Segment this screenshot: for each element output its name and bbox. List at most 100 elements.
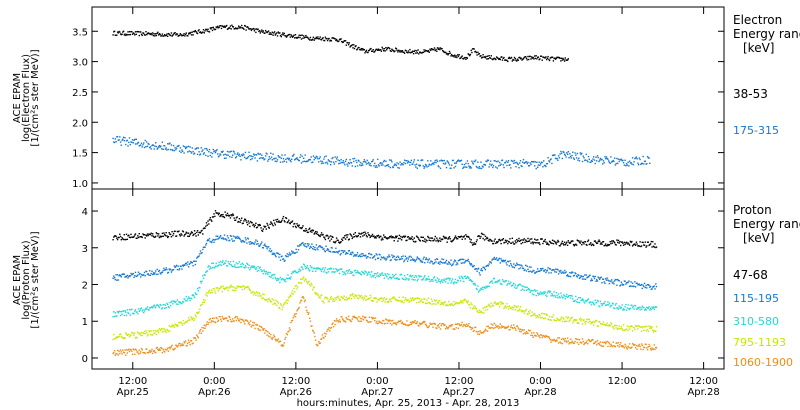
data-point <box>559 245 561 247</box>
data-point <box>592 158 594 160</box>
data-point <box>134 234 136 236</box>
data-point <box>459 160 461 162</box>
data-point <box>389 236 392 238</box>
data-point <box>172 349 175 351</box>
data-point <box>356 317 358 319</box>
data-point <box>620 281 623 283</box>
data-point <box>217 235 219 237</box>
data-point <box>153 304 155 306</box>
data-point <box>276 160 278 163</box>
data-point <box>183 264 185 266</box>
data-point <box>454 303 456 306</box>
data-point <box>241 239 244 242</box>
data-point <box>471 308 474 310</box>
data-point <box>185 146 187 149</box>
data-point <box>288 327 291 329</box>
data-point <box>258 224 260 227</box>
data-point <box>622 162 625 164</box>
data-point <box>273 219 275 222</box>
data-point <box>548 319 550 321</box>
data-point <box>569 155 572 158</box>
data-point <box>468 322 470 325</box>
data-point <box>416 256 418 258</box>
data-point <box>366 159 368 162</box>
data-point <box>641 344 643 347</box>
data-point <box>181 343 184 345</box>
data-point <box>638 245 640 247</box>
data-point <box>428 51 430 53</box>
data-point <box>622 345 625 347</box>
data-point <box>634 244 637 246</box>
data-point <box>397 300 400 302</box>
data-point <box>499 323 501 325</box>
data-point <box>427 165 430 167</box>
data-point <box>617 278 619 281</box>
data-point <box>369 48 371 50</box>
data-point <box>443 159 445 162</box>
data-point <box>176 324 179 326</box>
data-point <box>590 323 592 325</box>
data-point <box>515 329 517 331</box>
data-point <box>341 249 343 252</box>
data-point <box>346 252 348 255</box>
data-point <box>405 239 407 242</box>
data-point <box>632 163 635 166</box>
data-point <box>652 245 655 247</box>
data-point <box>395 299 398 301</box>
data-point <box>525 161 527 163</box>
data-point <box>554 319 557 322</box>
data-point <box>215 235 217 237</box>
data-point <box>491 259 493 261</box>
data-point <box>271 223 273 225</box>
data-point <box>551 269 554 271</box>
data-point <box>556 340 558 342</box>
data-point <box>477 330 480 333</box>
data-point <box>426 166 428 168</box>
data-point <box>132 348 134 350</box>
data-point <box>460 235 463 237</box>
data-point <box>196 231 198 234</box>
data-point <box>444 237 446 240</box>
data-point <box>112 316 114 318</box>
data-point <box>625 345 627 347</box>
data-point <box>165 307 167 309</box>
data-point <box>599 278 601 280</box>
data-point <box>338 299 341 301</box>
data-point <box>654 330 656 332</box>
data-point <box>560 338 563 341</box>
data-point <box>395 323 398 326</box>
data-point <box>344 253 347 255</box>
data-point <box>580 320 582 322</box>
data-point <box>205 270 208 273</box>
data-point <box>545 294 547 296</box>
data-point <box>125 140 128 142</box>
data-point <box>257 224 259 226</box>
data-point <box>501 326 504 328</box>
data-point <box>620 342 622 344</box>
data-point <box>578 160 581 162</box>
data-point <box>297 249 300 251</box>
data-point <box>286 277 288 280</box>
data-point <box>175 33 178 35</box>
data-point <box>244 218 247 221</box>
data-point <box>432 326 434 328</box>
data-point <box>276 279 278 282</box>
data-point <box>640 348 642 350</box>
data-point <box>306 309 308 312</box>
data-point <box>190 232 192 235</box>
data-point <box>498 57 501 60</box>
data-point <box>302 296 304 298</box>
data-point <box>258 269 260 272</box>
data-point <box>462 262 464 264</box>
data-point <box>340 268 342 270</box>
data-point <box>208 268 211 270</box>
data-point <box>122 238 125 241</box>
data-point <box>248 222 250 224</box>
data-point <box>431 163 433 165</box>
electron-panel: 1.01.52.02.53.03.5 ACE EPAM log(Electron… <box>12 6 800 190</box>
data-point <box>126 34 128 36</box>
data-point <box>334 297 336 299</box>
data-point <box>630 281 632 283</box>
data-point <box>448 277 450 279</box>
data-point <box>488 327 490 329</box>
